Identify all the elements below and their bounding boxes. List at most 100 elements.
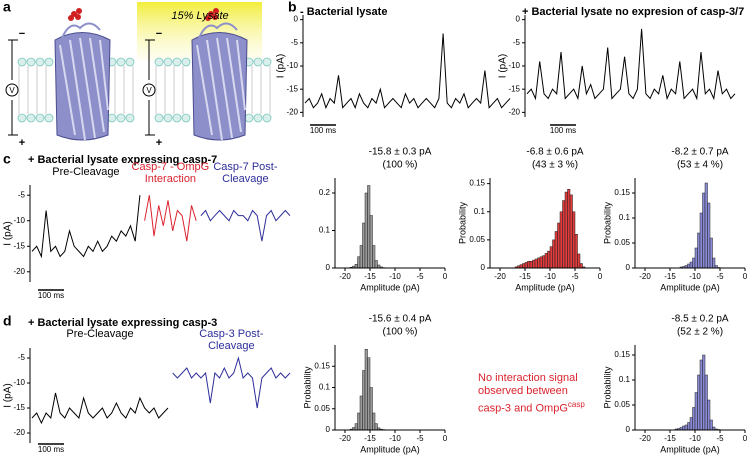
x-tick-label: 0 bbox=[743, 434, 748, 443]
current-trace bbox=[304, 33, 511, 110]
hist-bar bbox=[362, 222, 366, 269]
minus-sign: − bbox=[156, 28, 162, 40]
y-tick-label: -20 bbox=[508, 107, 520, 116]
hist-bar bbox=[579, 263, 583, 269]
hist-bar bbox=[687, 263, 691, 269]
current-trace bbox=[31, 392, 169, 425]
x-tick-label: -20 bbox=[494, 272, 506, 281]
x-tick-label: -10 bbox=[689, 272, 701, 281]
y-tick-label: -10 bbox=[13, 378, 25, 387]
hist-bar bbox=[354, 264, 358, 269]
y-tick-label: 0 bbox=[626, 425, 631, 434]
hist-bar bbox=[374, 423, 378, 431]
y-tick-label: 0.15 bbox=[469, 179, 485, 188]
x-tick-label: -20 bbox=[639, 434, 651, 443]
x-tick-label: -15 bbox=[364, 434, 376, 443]
current-trace bbox=[31, 195, 141, 259]
hist-bar bbox=[557, 222, 561, 269]
hist-subtitle: (100 %) bbox=[382, 160, 417, 171]
trace-annotation: Pre-Cleavage bbox=[66, 328, 134, 340]
hist-bar bbox=[369, 215, 373, 269]
hist-bar bbox=[542, 255, 546, 269]
hist-bar bbox=[687, 422, 691, 431]
y-axis-label: I (pA) bbox=[498, 54, 509, 78]
x-tick-label: -20 bbox=[339, 272, 351, 281]
hist-bar bbox=[519, 264, 523, 269]
hist-bar bbox=[354, 423, 358, 431]
hist-bar bbox=[552, 239, 556, 269]
y-tick-label: -5 bbox=[18, 353, 26, 362]
x-tick-label: 0 bbox=[443, 434, 448, 443]
hist-bar bbox=[562, 200, 566, 269]
x-tick-label: -5 bbox=[416, 434, 424, 443]
panel-label: b bbox=[288, 0, 297, 15]
y-axis-label: Probability bbox=[602, 366, 612, 409]
hist-bar bbox=[699, 359, 703, 431]
hist-bar bbox=[569, 194, 573, 269]
y-axis-label: Probability bbox=[457, 201, 467, 244]
x-tick-label: 0 bbox=[443, 272, 448, 281]
y-tick-label: 0.1 bbox=[319, 383, 331, 392]
y-tick-label: 0.05 bbox=[614, 400, 630, 409]
y-tick-label: -15 bbox=[13, 241, 25, 250]
y-tick-label: 0.05 bbox=[469, 235, 485, 244]
x-tick-label: -5 bbox=[571, 272, 579, 281]
y-axis-label: I (pA) bbox=[3, 383, 14, 407]
y-tick-label: -20 bbox=[286, 107, 298, 116]
y-tick-label: -15 bbox=[286, 84, 298, 93]
hist-bar bbox=[702, 192, 706, 269]
hist-bar bbox=[699, 212, 703, 269]
y-tick-label: -20 bbox=[13, 267, 25, 276]
trace-annotation: Casp-7 - OmpG Interaction bbox=[131, 161, 210, 185]
hist-bar bbox=[367, 185, 371, 269]
hist-bar bbox=[564, 191, 568, 269]
x-axis-label: Amplitude (pA) bbox=[515, 282, 575, 292]
hist-bar bbox=[527, 261, 531, 269]
panel-label: a bbox=[3, 0, 11, 15]
x-tick-label: -5 bbox=[716, 434, 724, 443]
trace-annotation: Casp-3 Post-Cleavage bbox=[199, 328, 264, 352]
note-superscript: casp bbox=[567, 400, 585, 409]
hist-bar bbox=[372, 245, 376, 269]
y-axis-label: I (pA) bbox=[276, 54, 287, 78]
hist-bar bbox=[572, 211, 576, 269]
y-axis-label: I (pA) bbox=[3, 221, 14, 245]
voltage-symbol: V bbox=[146, 86, 152, 95]
hist-bar bbox=[522, 263, 526, 269]
y-tick-label: 0.05 bbox=[314, 404, 330, 413]
hist-bar bbox=[362, 370, 366, 431]
x-axis-label: Amplitude (pA) bbox=[360, 444, 420, 454]
hist-bar bbox=[694, 247, 698, 269]
hist-bar bbox=[357, 412, 361, 431]
x-tick-label: -5 bbox=[716, 272, 724, 281]
plus-sign: + bbox=[156, 137, 162, 149]
hist-bar bbox=[704, 374, 708, 431]
hist-bar bbox=[359, 245, 363, 269]
note-line: casp-3 and OmpGcasp bbox=[478, 398, 608, 416]
hist-bar bbox=[697, 232, 701, 269]
scale-bar-label: 100 ms bbox=[310, 126, 336, 135]
hist-bar bbox=[534, 258, 538, 269]
trace-annotation: Pre-Cleavage bbox=[52, 166, 120, 178]
hist-bar bbox=[577, 253, 581, 269]
x-tick-label: -5 bbox=[416, 272, 424, 281]
y-tick-label: 0 bbox=[326, 425, 331, 434]
lysate-label: 15% Lysate bbox=[171, 10, 228, 22]
y-tick-label: 0.1 bbox=[474, 207, 486, 216]
hist-bar bbox=[709, 237, 713, 269]
hist-bar bbox=[554, 231, 558, 269]
y-tick-label: -5 bbox=[513, 38, 521, 47]
x-tick-label: -10 bbox=[544, 272, 556, 281]
hist-bar bbox=[372, 412, 376, 431]
y-tick-label: 0 bbox=[481, 263, 486, 272]
hist-bar bbox=[364, 349, 368, 431]
hist-bar bbox=[374, 260, 378, 269]
current-trace bbox=[144, 195, 197, 242]
y-tick-label: 0.05 bbox=[614, 238, 630, 247]
y-tick-label: -15 bbox=[13, 403, 25, 412]
hist-bar bbox=[539, 256, 543, 269]
note-line: casp-3 and OmpG bbox=[478, 402, 568, 415]
x-tick-label: 0 bbox=[598, 272, 603, 281]
hist-bar bbox=[707, 202, 711, 269]
